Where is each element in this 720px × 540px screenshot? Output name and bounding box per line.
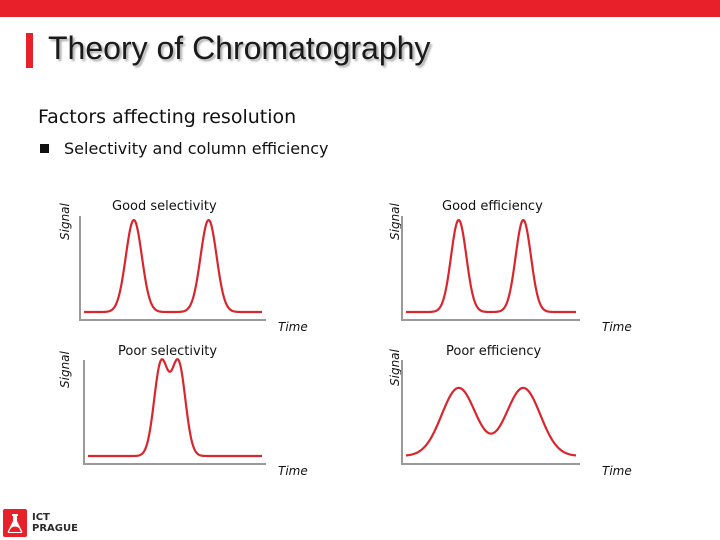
x-axis-label: Time <box>278 464 308 478</box>
chart-axes <box>401 360 580 465</box>
top-accent-bar <box>0 0 720 17</box>
signal-trace-line <box>405 218 577 314</box>
chart-axes <box>401 216 580 321</box>
x-axis-label: Time <box>278 320 308 334</box>
chart-axes <box>83 360 266 465</box>
y-axis-label: Signal <box>58 351 72 388</box>
y-axis-label: Signal <box>58 203 72 240</box>
chart-title: Poor selectivity <box>118 344 218 359</box>
x-axis-label: Time <box>602 320 632 334</box>
signal-trace-line <box>87 358 263 458</box>
chart-plot-good-selectivity <box>79 216 266 321</box>
logo-text-line1: ICT <box>32 512 50 523</box>
chart-title: Good efficiency <box>442 199 543 214</box>
x-axis-label: Time <box>602 464 632 478</box>
signal-trace-line <box>83 218 263 314</box>
chart-axes <box>79 216 266 321</box>
slide-subtitle: Factors affecting resolution <box>38 106 297 128</box>
chart-plot-good-efficiency <box>401 216 580 321</box>
chart-title: Good selectivity <box>112 199 217 214</box>
bullet-text: Selectivity and column efficiency <box>64 139 329 158</box>
ict-prague-logo: ICT PRAGUE <box>3 508 93 538</box>
logo-text-line2: PRAGUE <box>32 523 78 534</box>
square-bullet-icon <box>40 144 49 153</box>
slide-title: Theory of Chromatography <box>48 30 431 66</box>
signal-trace-line <box>405 386 577 457</box>
title-accent-bar <box>26 33 33 68</box>
chart-title: Poor efficiency <box>446 344 542 359</box>
ict-flask-logo-icon <box>3 509 27 537</box>
chart-plot-poor-selectivity <box>83 358 266 465</box>
chart-plot-poor-efficiency <box>401 360 580 465</box>
